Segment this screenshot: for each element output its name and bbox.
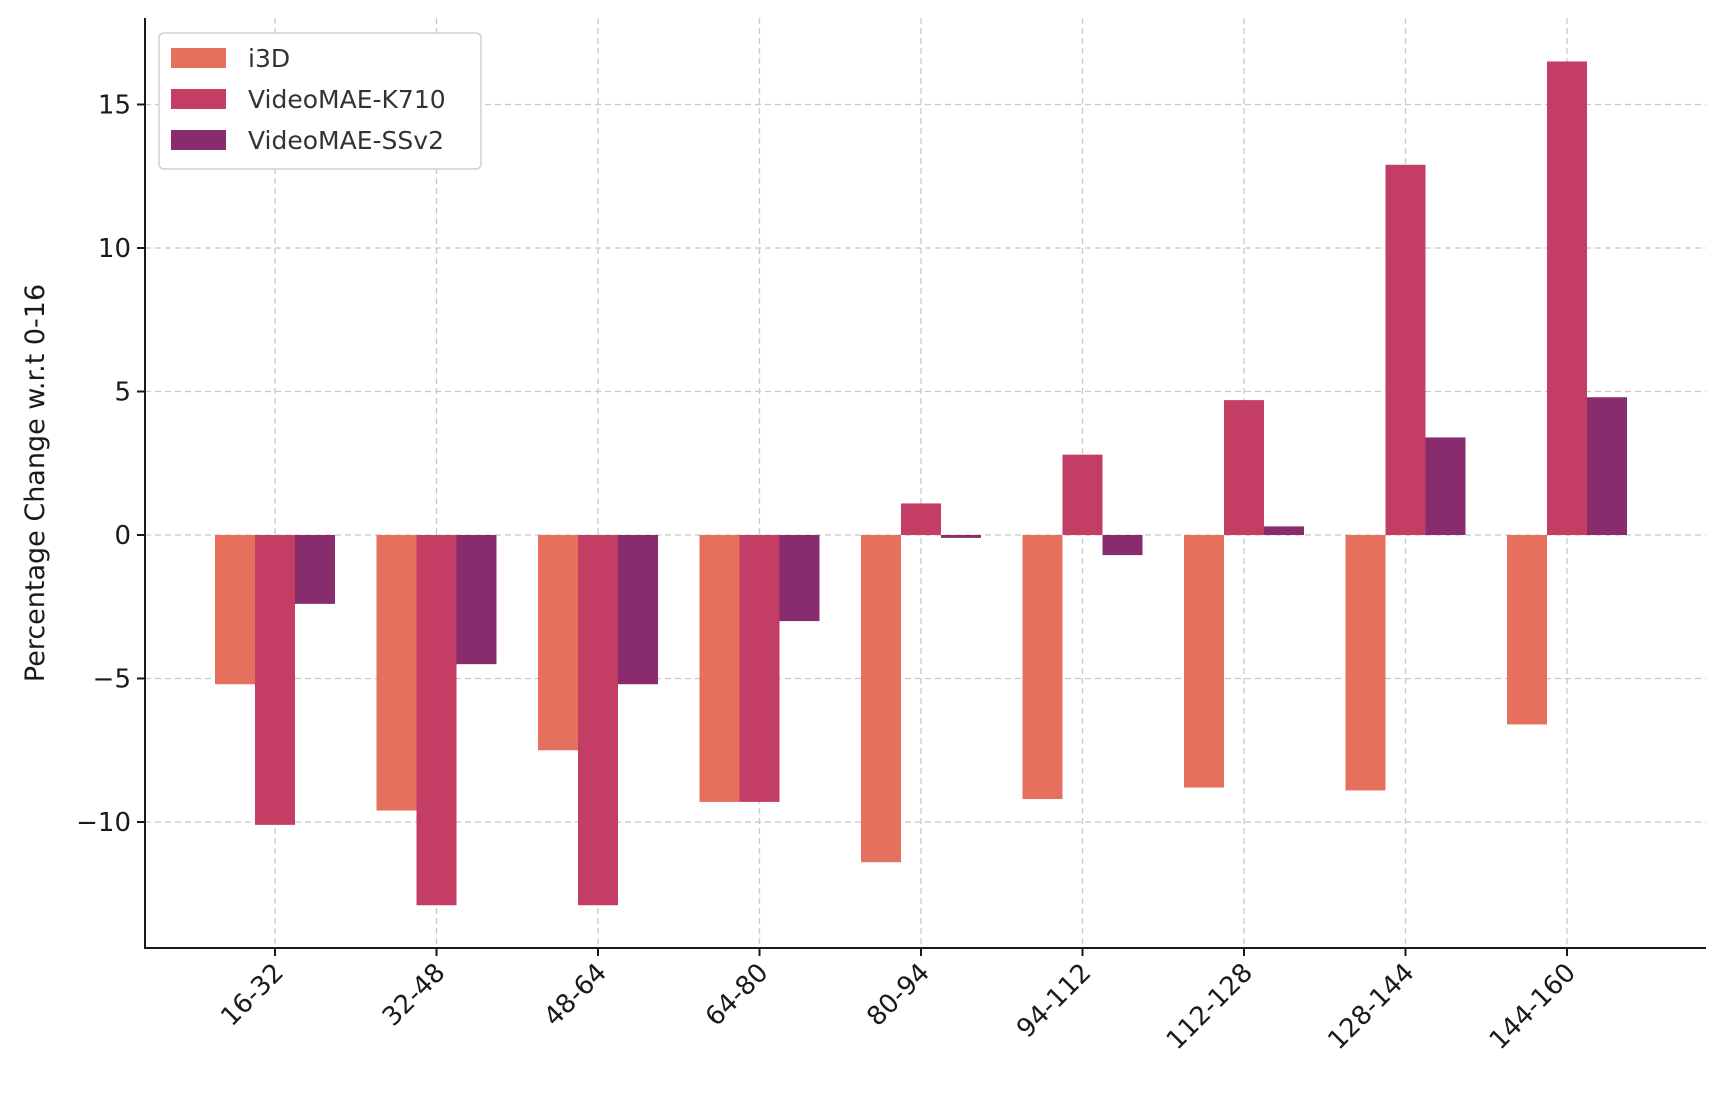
y-tick-label: −5 [93, 665, 131, 695]
legend: i3D VideoMAE-K710 VideoMAE-SSv2 [158, 32, 482, 170]
bar-i3d-128-144 [1345, 535, 1386, 791]
axes [144, 18, 1706, 949]
legend-frame [158, 32, 482, 170]
bar-i3d-48-64 [538, 535, 578, 751]
y-tick-label: −10 [76, 808, 131, 838]
bar-videomae-k710-64-80 [739, 535, 780, 802]
y-tick-label: 15 [98, 91, 131, 121]
bars [215, 61, 1627, 906]
legend-label: VideoMAE-K710 [248, 85, 446, 114]
x-tick-label: 94-112 [1011, 958, 1097, 1044]
bar-videomae-k710-80-94 [901, 503, 941, 535]
y-tick-label: 5 [114, 378, 131, 408]
y-tick-label: 10 [98, 234, 131, 264]
x-tick-label: 112-128 [1161, 958, 1259, 1056]
bar-i3d-94-112 [1022, 535, 1063, 800]
bar-videomae-k710-16-32 [255, 535, 295, 825]
bar-videomae-k710-144-160 [1547, 61, 1587, 535]
bar-videomae-ssv2-128-144 [1425, 437, 1466, 535]
x-tick-label: 64-80 [700, 958, 775, 1033]
x-tick-label: 80-94 [861, 958, 936, 1033]
bar-i3d-64-80 [699, 535, 740, 802]
bar-videomae-ssv2-48-64 [618, 535, 658, 685]
bar-videomae-k710-128-144 [1385, 164, 1426, 535]
x-tick-label: 144-160 [1484, 958, 1582, 1056]
legend-label: i3D [248, 44, 290, 73]
bar-videomae-ssv2-32-48 [456, 535, 497, 665]
bar-videomae-ssv2-80-94 [941, 535, 981, 538]
bar-i3d-16-32 [215, 535, 255, 685]
bar-videomae-ssv2-94-112 [1102, 535, 1143, 556]
x-tick-label: 128-144 [1322, 958, 1420, 1056]
bar-i3d-32-48 [376, 535, 417, 811]
y-tick-label: 0 [114, 521, 131, 551]
x-tick-label: 32-48 [377, 958, 452, 1033]
bar-videomae-k710-32-48 [416, 535, 457, 906]
bar-videomae-k710-48-64 [578, 535, 618, 906]
x-tick-label: 48-64 [538, 958, 613, 1033]
bar-i3d-80-94 [861, 535, 901, 863]
legend-swatch [171, 89, 226, 109]
x-tick-label: 16-32 [215, 958, 290, 1033]
bar-videomae-k710-94-112 [1062, 454, 1103, 535]
bar-videomae-ssv2-16-32 [295, 535, 335, 604]
y-axis-label: Percentage Change w.r.t 0-16 [20, 284, 51, 682]
bar-i3d-144-160 [1507, 535, 1547, 725]
bar-videomae-ssv2-112-128 [1264, 526, 1304, 535]
bar-videomae-k710-112-128 [1224, 400, 1264, 535]
legend-label: VideoMAE-SSv2 [248, 126, 444, 155]
legend-swatch [171, 48, 226, 68]
bar-i3d-112-128 [1184, 535, 1224, 788]
legend-swatch [171, 130, 226, 150]
bar-videomae-ssv2-144-160 [1587, 397, 1627, 535]
bar-videomae-ssv2-64-80 [779, 535, 820, 622]
